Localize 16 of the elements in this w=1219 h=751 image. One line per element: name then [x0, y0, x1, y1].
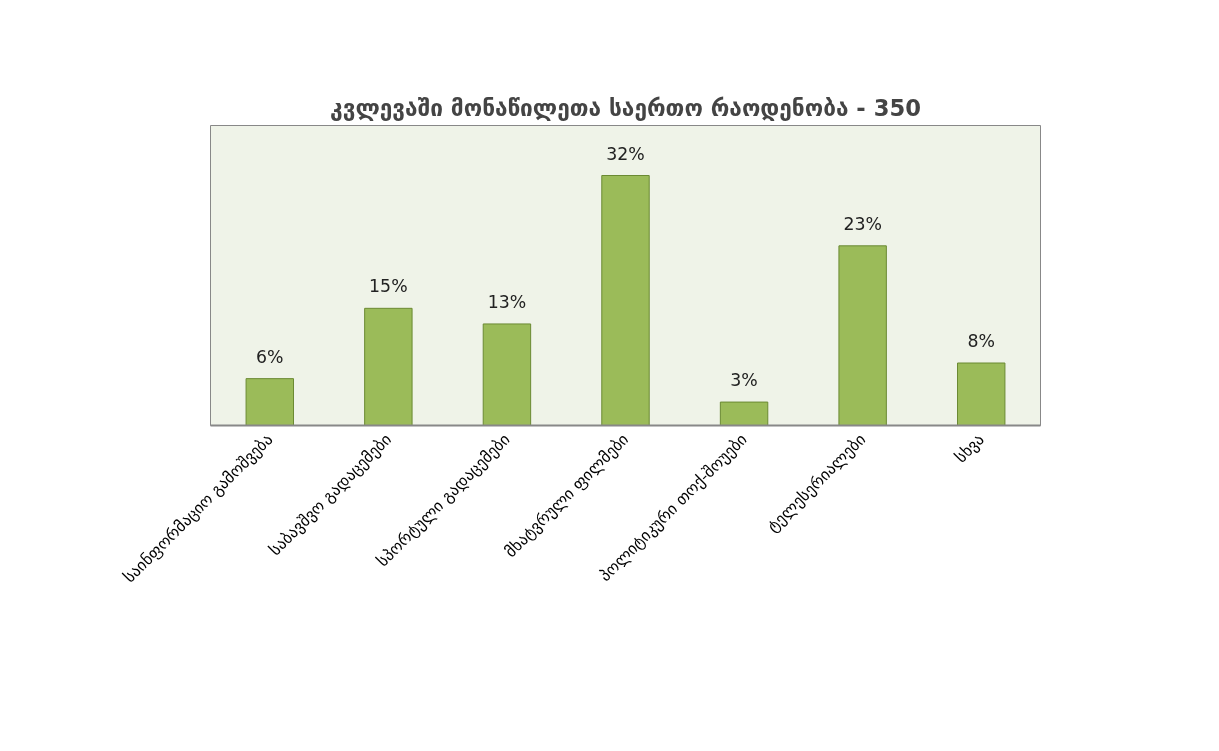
- bar: [245, 378, 294, 426]
- bar: [719, 401, 769, 426]
- chart-title: კვლევაში მონაწილეთა საერთო რაოდენობა - 350: [330, 94, 921, 121]
- data-label: 15%: [369, 276, 408, 297]
- x-tick-label: სხვა: [951, 429, 988, 467]
- bar: [601, 175, 650, 426]
- data-label: 13%: [487, 291, 527, 312]
- bar: [838, 245, 887, 426]
- data-label: 3%: [730, 370, 758, 391]
- data-label: 32%: [606, 143, 645, 164]
- data-label: 6%: [256, 346, 284, 367]
- data-label: 8%: [967, 331, 995, 351]
- bar: [482, 323, 532, 426]
- bar: [957, 362, 1006, 426]
- bar: [364, 307, 413, 426]
- data-label: 23%: [843, 213, 882, 234]
